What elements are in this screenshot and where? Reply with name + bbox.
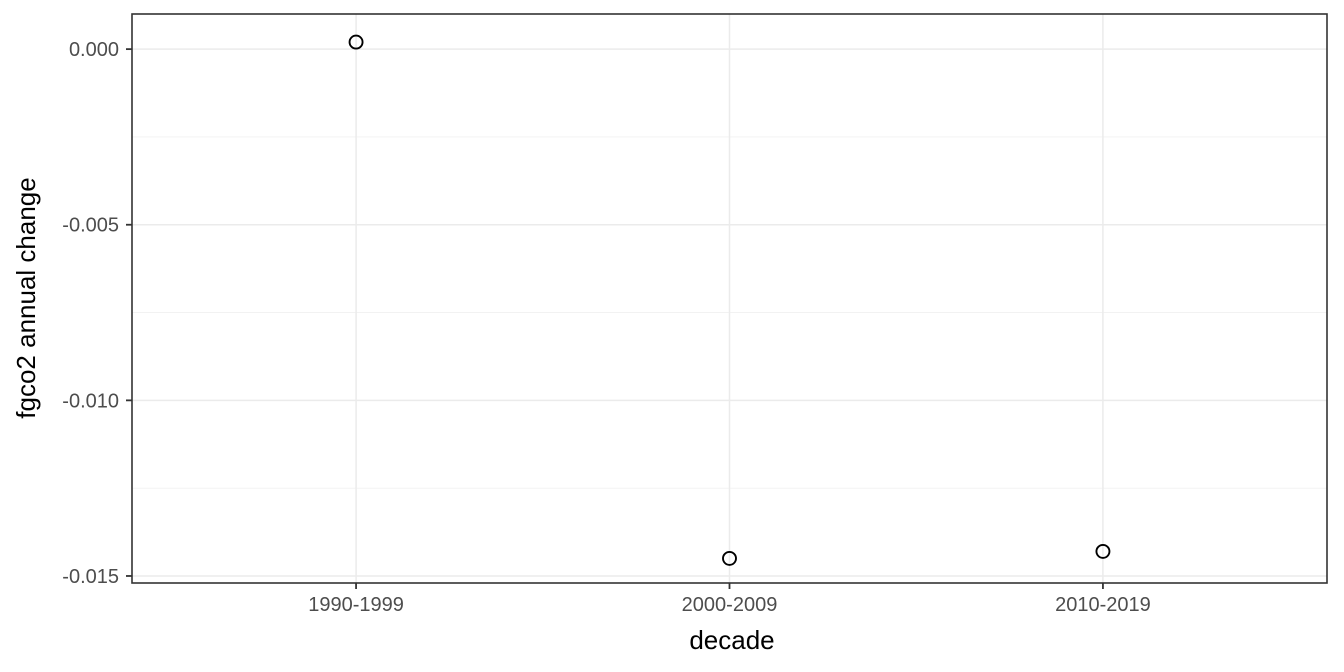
y-axis-tick-label: 0.000 [69,39,119,61]
x-axis-tick-label: 1990-1999 [308,594,404,616]
x-axis-tick-label: 2010-2019 [1055,594,1151,616]
x-axis-tick-label: 2000-2009 [682,594,778,616]
x-axis-title: decade [689,625,775,655]
data-point [1095,543,1111,559]
y-axis-tick-label: -0.015 [62,566,119,588]
y-axis-title: fgco2 annual change [11,177,41,419]
y-axis-tick-label: -0.010 [62,390,119,412]
data-point [722,550,737,566]
y-axis-tick-label: -0.005 [62,215,119,237]
data-point [348,34,364,50]
